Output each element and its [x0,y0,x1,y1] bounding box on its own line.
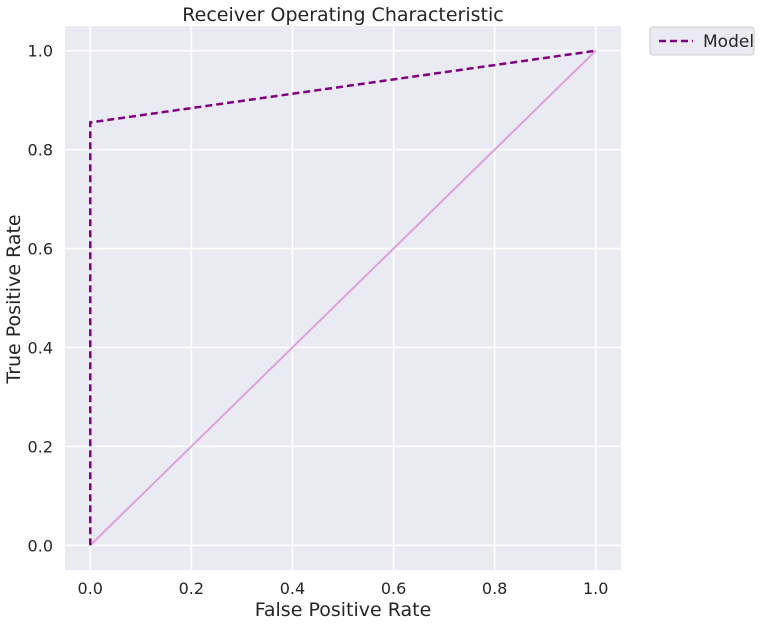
x-axis-label: False Positive Rate [255,599,432,621]
legend: Model [649,26,755,56]
y-tick-label: 0.8 [28,141,53,160]
x-tick-label: 0.6 [381,579,406,598]
y-tick-labels: 0.0 0.2 0.4 0.6 0.8 1.0 [28,42,53,556]
series-line-diagonal [89,50,597,546]
x-tick-label: 0.2 [179,579,204,598]
y-tick-label: 0.0 [28,536,53,555]
chart-title: Receiver Operating Characteristic [182,4,503,26]
series-line-model [89,49,596,546]
legend-box [649,26,755,56]
x-tick-label: 0.4 [280,579,305,598]
y-tick-label: 0.6 [28,240,53,259]
y-tick-label: 1.0 [28,42,53,61]
grid-lines [65,26,621,570]
y-tick-label: 0.4 [28,338,53,357]
x-tick-label: 1.0 [583,579,608,598]
x-tick-label: 0.8 [482,579,507,598]
y-axis-label: True Positive Rate [3,214,25,384]
series-lines [89,49,597,546]
x-tick-label: 0.0 [78,579,103,598]
x-tick-labels: 0.0 0.2 0.4 0.6 0.8 1.0 [78,579,609,598]
y-tick-label: 0.2 [28,437,53,456]
legend-label-model: Model [703,32,754,52]
